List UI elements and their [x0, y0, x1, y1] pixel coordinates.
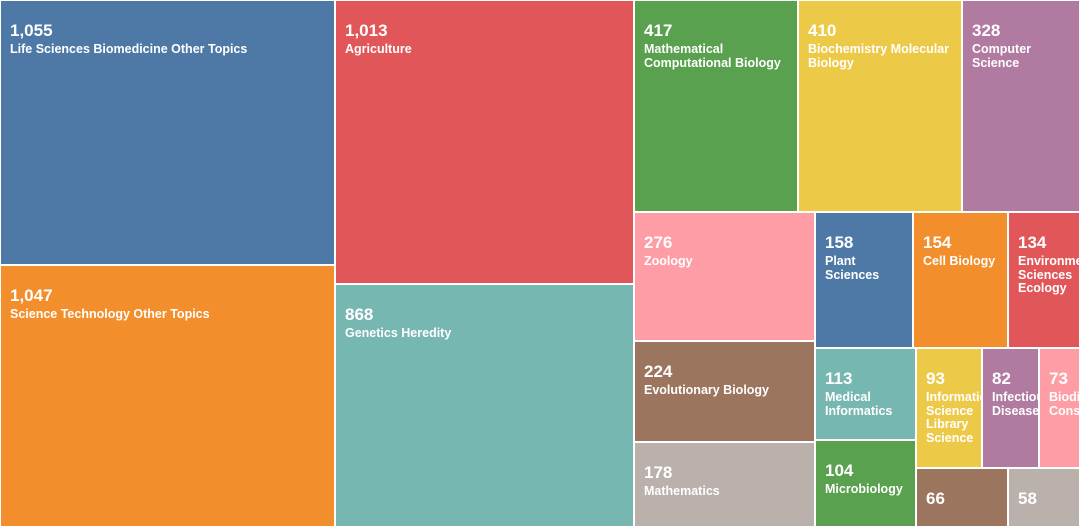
tile-label: Microbiology — [825, 482, 903, 496]
treemap-tile-life-sciences-biomedicine-other-topics: 1,055 Life Sciences Biomedicine Other Top… — [0, 0, 335, 265]
tile-label: Computer Science — [972, 42, 1032, 70]
tile-label: Cell Biology — [923, 254, 996, 268]
tile-label: Agriculture — [345, 42, 412, 56]
tile-label: Environmental Sciences Ecology — [1018, 254, 1079, 295]
tile-value: 93 — [926, 369, 945, 388]
treemap-tile-biochemistry-molecular-biology: 410 Biochemistry Molecular Biology — [798, 0, 962, 212]
treemap-tile-mathematical-computational-biology: 417 Mathematical Computational Biology — [634, 0, 798, 212]
tile-label: Biochemistry Molecular Biology — [808, 42, 950, 70]
tile-label: Information Science Library Science — [926, 390, 981, 445]
treemap-tile-information-science-library-science: 93 Information Science Library Science — [916, 348, 982, 468]
tile-value: 1,047 — [10, 286, 53, 305]
tile-value: 1,055 — [10, 21, 53, 40]
treemap-tile-value-58: 58 — [1008, 468, 1080, 527]
tile-value: 417 — [644, 21, 673, 40]
tile-label: Infectious Diseases — [992, 390, 1039, 418]
tile-value: 154 — [923, 233, 952, 252]
treemap-tile-environmental-sciences-ecology: 134 Environmental Sciences Ecology — [1008, 212, 1080, 348]
treemap-tile-infectious-diseases: 82 Infectious Diseases — [982, 348, 1039, 468]
treemap-tile-genetics-heredity: 868 Genetics Heredity — [335, 284, 634, 527]
treemap-tile-cell-biology: 154 Cell Biology — [913, 212, 1008, 348]
tile-value: 104 — [825, 461, 854, 480]
tile-value: 58 — [1018, 489, 1037, 508]
treemap-tile-agriculture: 1,013 Agriculture — [335, 0, 634, 284]
tile-value: 224 — [644, 362, 673, 381]
tile-value: 134 — [1018, 233, 1047, 252]
treemap-tile-science-technology-other-topics: 1,047 Science Technology Other Topics — [0, 265, 335, 527]
tile-label: Mathematical Computational Biology — [644, 42, 781, 70]
tile-value: 73 — [1049, 369, 1068, 388]
tile-value: 1,013 — [345, 21, 388, 40]
tile-label: Biodiversity Conservation — [1049, 390, 1080, 418]
tile-value: 66 — [926, 489, 945, 508]
tile-label: Plant Sciences — [825, 254, 880, 282]
tile-label: Zoology — [644, 254, 693, 268]
tile-label: Medical Informatics — [825, 390, 893, 418]
treemap-tile-evolutionary-biology: 224 Evolutionary Biology — [634, 341, 815, 442]
tile-label: Science Technology Other Topics — [10, 307, 210, 321]
tile-label: Genetics Heredity — [345, 326, 452, 340]
treemap-tile-computer-science: 328 Computer Science — [962, 0, 1080, 212]
tile-value: 178 — [644, 463, 673, 482]
tile-value: 158 — [825, 233, 854, 252]
treemap-tile-biodiversity-conservation: 73 Biodiversity Conservation — [1039, 348, 1080, 468]
tile-value: 113 — [825, 369, 853, 388]
tile-value: 410 — [808, 21, 837, 40]
treemap-tile-value-66: 66 — [916, 468, 1008, 527]
tile-value: 328 — [972, 21, 1001, 40]
tile-label: Life Sciences Biomedicine Other Topics — [10, 42, 248, 56]
treemap-tile-mathematics: 178 Mathematics — [634, 442, 815, 527]
treemap-tile-microbiology: 104 Microbiology — [815, 440, 916, 527]
tile-value: 82 — [992, 369, 1011, 388]
treemap-tile-medical-informatics: 113 Medical Informatics — [815, 348, 916, 440]
treemap-tile-zoology: 276 Zoology — [634, 212, 815, 341]
tile-label: Evolutionary Biology — [644, 383, 770, 397]
tile-value: 276 — [644, 233, 673, 252]
tile-label: Mathematics — [644, 484, 720, 498]
treemap-tile-plant-sciences: 158 Plant Sciences — [815, 212, 913, 348]
tile-value: 868 — [345, 305, 374, 324]
